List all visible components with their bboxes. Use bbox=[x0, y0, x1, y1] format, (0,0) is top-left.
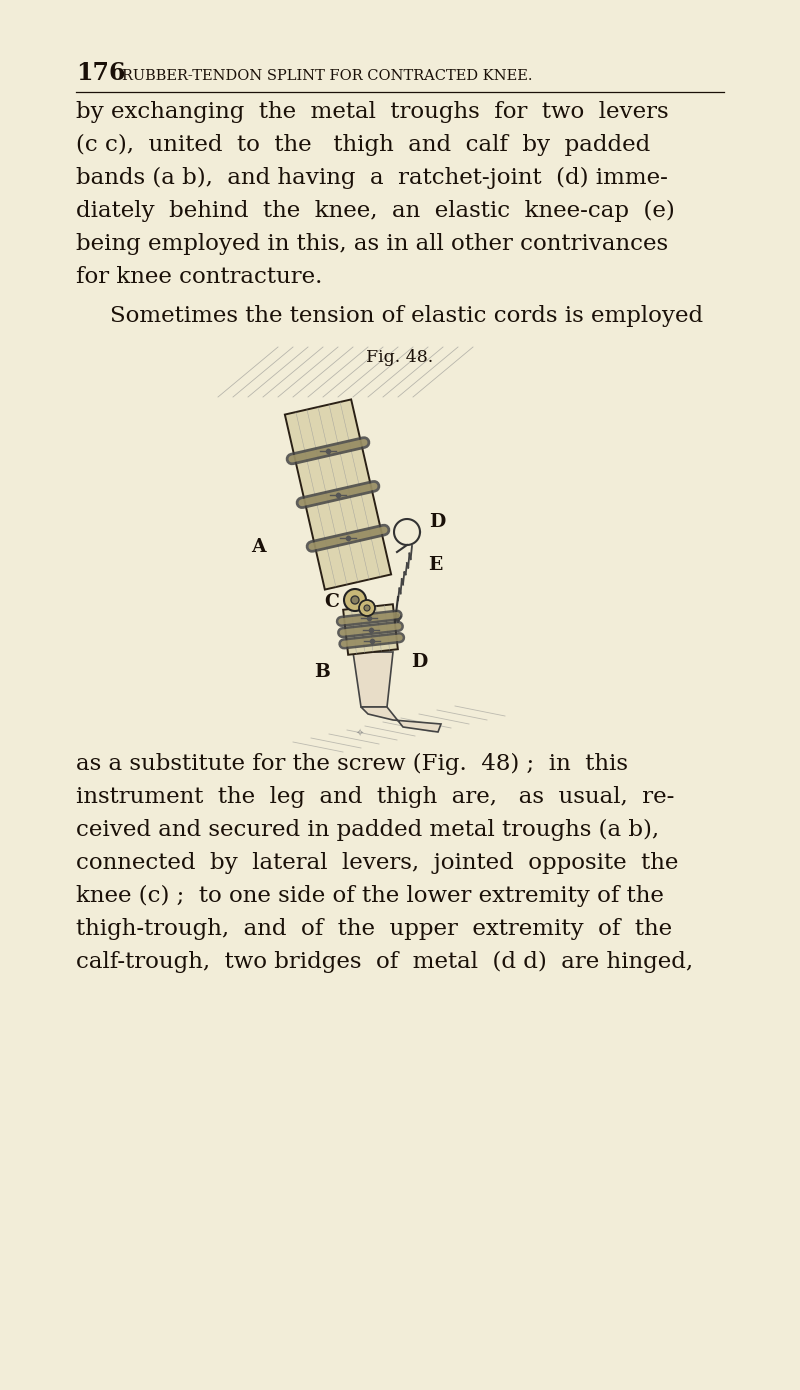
Text: connected  by  lateral  levers,  jointed  opposite  the: connected by lateral levers, jointed opp… bbox=[76, 852, 678, 874]
Text: D: D bbox=[411, 653, 427, 671]
Text: for knee contracture.: for knee contracture. bbox=[76, 265, 322, 288]
Circle shape bbox=[351, 596, 359, 605]
Polygon shape bbox=[285, 399, 391, 589]
Circle shape bbox=[344, 589, 366, 612]
Text: as a substitute for the screw (Fig.  48) ;  in  this: as a substitute for the screw (Fig. 48) … bbox=[76, 753, 628, 776]
Polygon shape bbox=[343, 605, 398, 655]
Text: being employed in this, as in all other contrivances: being employed in this, as in all other … bbox=[76, 234, 668, 254]
Text: C: C bbox=[324, 594, 339, 612]
Text: A: A bbox=[251, 538, 266, 556]
Text: (c c),  united  to  the   thigh  and  calf  by  padded: (c c), united to the thigh and calf by p… bbox=[76, 133, 650, 156]
Text: diately  behind  the  knee,  an  elastic  knee-cap  (e): diately behind the knee, an elastic knee… bbox=[76, 200, 674, 222]
Text: RUBBER-TENDON SPLINT FOR CONTRACTED KNEE.: RUBBER-TENDON SPLINT FOR CONTRACTED KNEE… bbox=[122, 70, 533, 83]
Polygon shape bbox=[353, 652, 393, 708]
Text: ✧: ✧ bbox=[356, 728, 364, 739]
Text: ceived and secured in padded metal troughs (a b),: ceived and secured in padded metal troug… bbox=[76, 819, 659, 841]
Text: Fig. 48.: Fig. 48. bbox=[366, 349, 434, 366]
Text: thigh-trough,  and  of  the  upper  extremity  of  the: thigh-trough, and of the upper extremity… bbox=[76, 917, 672, 940]
Text: by exchanging  the  metal  troughs  for  two  levers: by exchanging the metal troughs for two … bbox=[76, 101, 669, 122]
Circle shape bbox=[359, 600, 375, 616]
Text: knee (c) ;  to one side of the lower extremity of the: knee (c) ; to one side of the lower extr… bbox=[76, 885, 664, 908]
Text: calf-trough,  two bridges  of  metal  (d d)  are hinged,: calf-trough, two bridges of metal (d d) … bbox=[76, 951, 693, 973]
Text: E: E bbox=[428, 556, 442, 574]
Text: Sometimes the tension of elastic cords is employed: Sometimes the tension of elastic cords i… bbox=[110, 304, 703, 327]
Polygon shape bbox=[361, 708, 441, 733]
Text: 176: 176 bbox=[76, 61, 126, 85]
Text: B: B bbox=[314, 663, 330, 681]
Circle shape bbox=[364, 605, 370, 612]
Text: D: D bbox=[429, 513, 446, 531]
Text: instrument  the  leg  and  thigh  are,   as  usual,  re-: instrument the leg and thigh are, as usu… bbox=[76, 785, 674, 808]
Text: bands (a b),  and having  a  ratchet-joint  (d) imme-: bands (a b), and having a ratchet-joint … bbox=[76, 167, 668, 189]
